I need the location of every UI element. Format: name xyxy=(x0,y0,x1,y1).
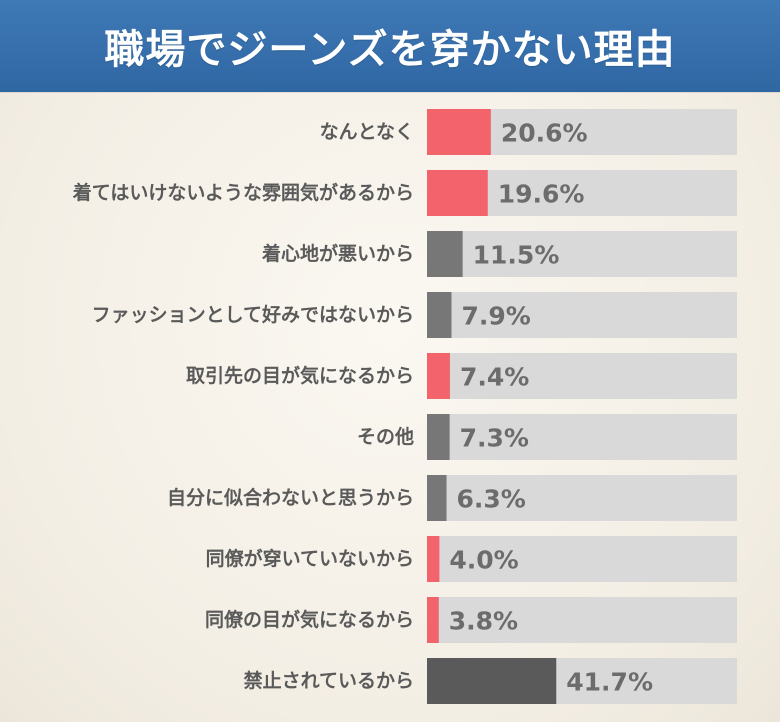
category-label: 禁止されているから xyxy=(244,669,414,692)
category-label: 同僚の目が気になるから xyxy=(205,608,414,631)
value-label: 7.4% xyxy=(460,363,529,392)
bar-row: 自分に似合わないと思うから 6.3% xyxy=(167,475,737,521)
category-label: 自分に似合わないと思うから xyxy=(167,486,414,509)
value-label: 7.9% xyxy=(461,302,530,331)
bar-row: 禁止されているから 41.7% xyxy=(244,658,737,704)
value-label: 20.6% xyxy=(501,119,588,148)
bar xyxy=(427,231,463,277)
value-label: 3.8% xyxy=(449,607,518,636)
bar-row: 取引先の目が気になるから 7.4% xyxy=(186,353,737,399)
bar-track xyxy=(427,292,737,338)
bar-track xyxy=(427,536,737,582)
bar-track xyxy=(427,597,737,643)
category-label: ファッションとして好みではないから xyxy=(92,303,414,326)
bar-row: 着てはいけないような雰囲気があるから 19.6% xyxy=(73,170,737,216)
bar-row: 同僚が穿いていないから 4.0% xyxy=(206,536,737,582)
value-label: 4.0% xyxy=(449,546,518,575)
bar-row: その他 7.3% xyxy=(357,414,737,460)
bar xyxy=(427,109,491,155)
bar xyxy=(427,597,439,643)
bar-track xyxy=(427,475,737,521)
category-label: 着心地が悪いから xyxy=(262,242,414,265)
value-label: 7.3% xyxy=(460,424,529,453)
category-label: 取引先の目が気になるから xyxy=(186,364,414,387)
bar xyxy=(427,292,452,338)
bar-row: 着心地が悪いから 11.5% xyxy=(262,231,737,277)
bar xyxy=(427,475,447,521)
bar xyxy=(427,658,557,704)
bar-track xyxy=(427,231,737,277)
value-label: 19.6% xyxy=(498,180,585,209)
category-label: その他 xyxy=(357,425,414,448)
bar-row: なんとなく 20.6% xyxy=(320,109,737,155)
category-label: なんとなく xyxy=(320,121,414,143)
bar-row: 同僚の目が気になるから 3.8% xyxy=(205,597,737,643)
value-label: 41.7% xyxy=(566,668,653,697)
bar xyxy=(427,536,440,582)
bar xyxy=(427,353,450,399)
value-label: 6.3% xyxy=(457,485,526,514)
bar-track xyxy=(427,353,737,399)
chart-title: 職場でジーンズを穿かない理由 xyxy=(104,27,676,73)
title-banner: 職場でジーンズを穿かない理由 xyxy=(0,0,780,92)
bar-row: ファッションとして好みではないから 7.9% xyxy=(92,292,737,338)
bar-track xyxy=(427,414,737,460)
bar xyxy=(427,414,450,460)
category-label: 着てはいけないような雰囲気があるから xyxy=(73,181,414,204)
category-label: 同僚が穿いていないから xyxy=(206,547,414,570)
bar xyxy=(427,170,488,216)
value-label: 11.5% xyxy=(473,241,560,270)
